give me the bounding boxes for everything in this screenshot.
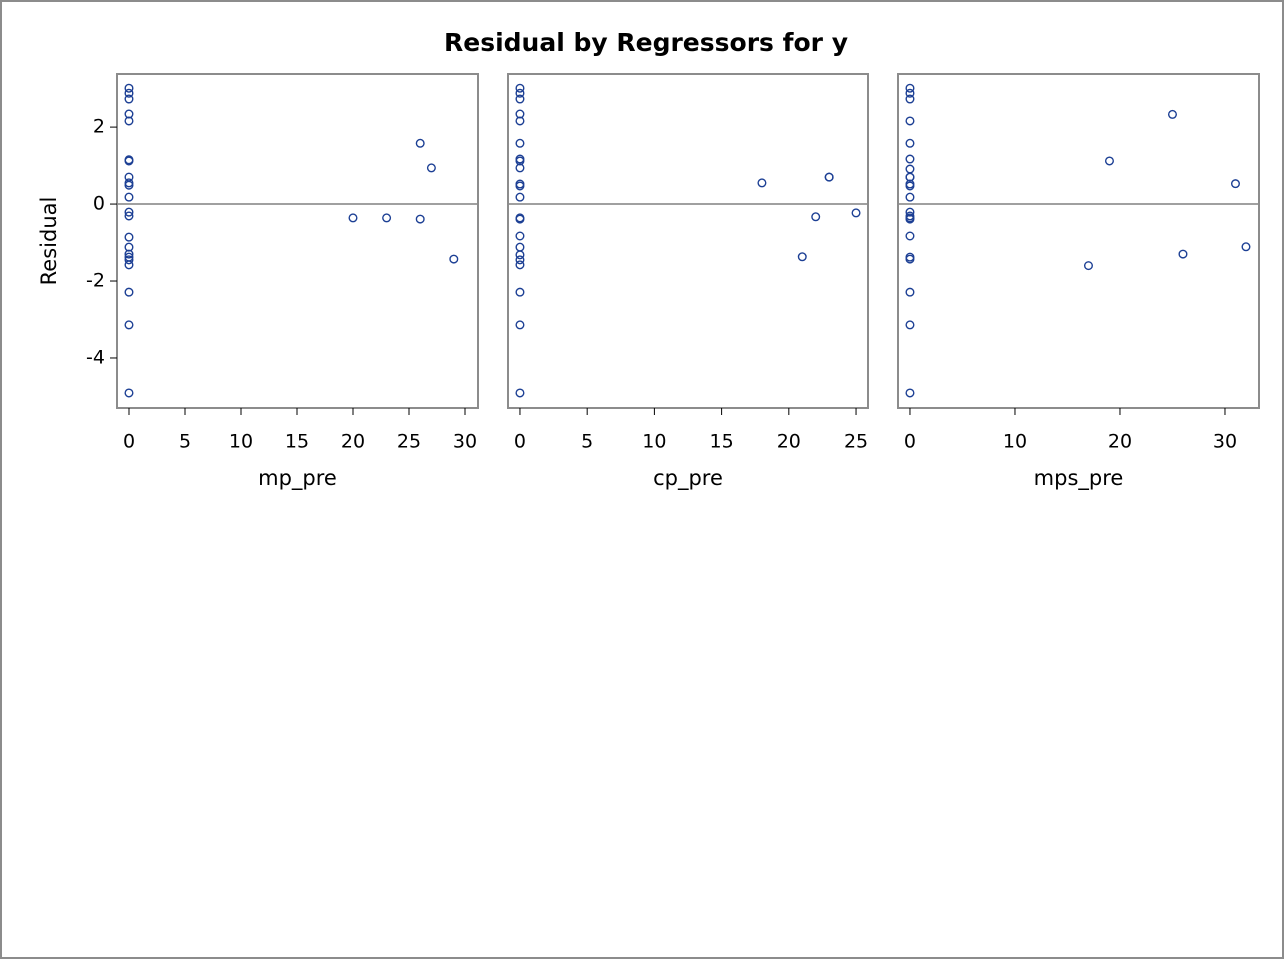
point	[124, 287, 134, 297]
x-tick-label: 25	[844, 431, 868, 453]
point	[124, 211, 134, 221]
point	[515, 260, 525, 270]
x-tick-label: 10	[642, 431, 666, 453]
point	[124, 83, 134, 93]
point	[1083, 261, 1093, 271]
point	[124, 207, 134, 217]
point	[515, 138, 525, 148]
point	[905, 388, 915, 398]
point	[515, 255, 525, 265]
point	[905, 138, 915, 148]
point	[1104, 156, 1114, 166]
point	[124, 180, 134, 190]
x-axis-label: cp_pre	[653, 466, 723, 491]
point	[348, 213, 358, 223]
point	[415, 214, 425, 224]
point	[905, 231, 915, 241]
point	[905, 254, 915, 264]
x-tick-label: 15	[285, 431, 309, 453]
point	[515, 116, 525, 126]
point	[905, 88, 915, 98]
y-tick-label: 0	[93, 193, 105, 215]
plot-frame	[116, 73, 479, 409]
point	[515, 250, 525, 260]
point	[124, 232, 134, 242]
point	[905, 154, 915, 164]
point	[426, 163, 436, 173]
point	[515, 83, 525, 93]
y-tick-label: -4	[86, 346, 105, 368]
x-tick-label: 0	[123, 431, 135, 453]
y-tick-label: -2	[86, 270, 105, 292]
point	[124, 88, 134, 98]
point	[811, 212, 821, 222]
point	[515, 94, 525, 104]
x-tick-label: 5	[581, 431, 593, 453]
point	[124, 260, 134, 270]
point	[124, 255, 134, 265]
point	[515, 181, 525, 191]
point	[1241, 242, 1251, 252]
point	[905, 214, 915, 224]
x-tick-label: 15	[710, 431, 734, 453]
point	[515, 214, 525, 224]
plot-frame	[897, 73, 1260, 409]
point	[124, 116, 134, 126]
point	[905, 83, 915, 93]
y-axis-label: Residual	[37, 197, 61, 286]
point	[905, 116, 915, 126]
x-tick-label: 25	[397, 431, 421, 453]
x-axis-label: mps_pre	[1034, 466, 1124, 491]
point	[515, 192, 525, 202]
point	[515, 287, 525, 297]
x-tick-label: 10	[1003, 431, 1027, 453]
point	[515, 320, 525, 330]
point	[515, 88, 525, 98]
point	[415, 138, 425, 148]
point	[124, 156, 134, 166]
point	[1167, 109, 1177, 119]
x-tick-label: 30	[1213, 431, 1237, 453]
point	[124, 94, 134, 104]
x-tick-label: 30	[453, 431, 477, 453]
point	[851, 208, 861, 218]
point	[1178, 249, 1188, 259]
chart-title: Residual by Regressors for y	[444, 28, 848, 57]
x-tick-label: 20	[1108, 431, 1132, 453]
point	[515, 231, 525, 241]
point	[1230, 179, 1240, 189]
point	[515, 163, 525, 173]
x-tick-label: 0	[514, 431, 526, 453]
plot-frame	[507, 73, 869, 409]
point	[905, 94, 915, 104]
point	[905, 320, 915, 330]
x-tick-label: 10	[229, 431, 253, 453]
point	[824, 172, 834, 182]
point	[124, 249, 134, 259]
x-tick-label: 5	[179, 431, 191, 453]
point	[124, 388, 134, 398]
point	[382, 213, 392, 223]
point	[449, 254, 459, 264]
y-tick-label: 2	[93, 116, 105, 138]
point	[905, 287, 915, 297]
point	[797, 252, 807, 262]
x-tick-label: 0	[904, 431, 916, 453]
point	[124, 320, 134, 330]
point	[905, 192, 915, 202]
x-axis-label: mp_pre	[258, 466, 337, 491]
point	[515, 388, 525, 398]
point	[124, 192, 134, 202]
point	[905, 181, 915, 191]
point	[757, 178, 767, 188]
x-tick-label: 20	[777, 431, 801, 453]
x-tick-label: 20	[341, 431, 365, 453]
